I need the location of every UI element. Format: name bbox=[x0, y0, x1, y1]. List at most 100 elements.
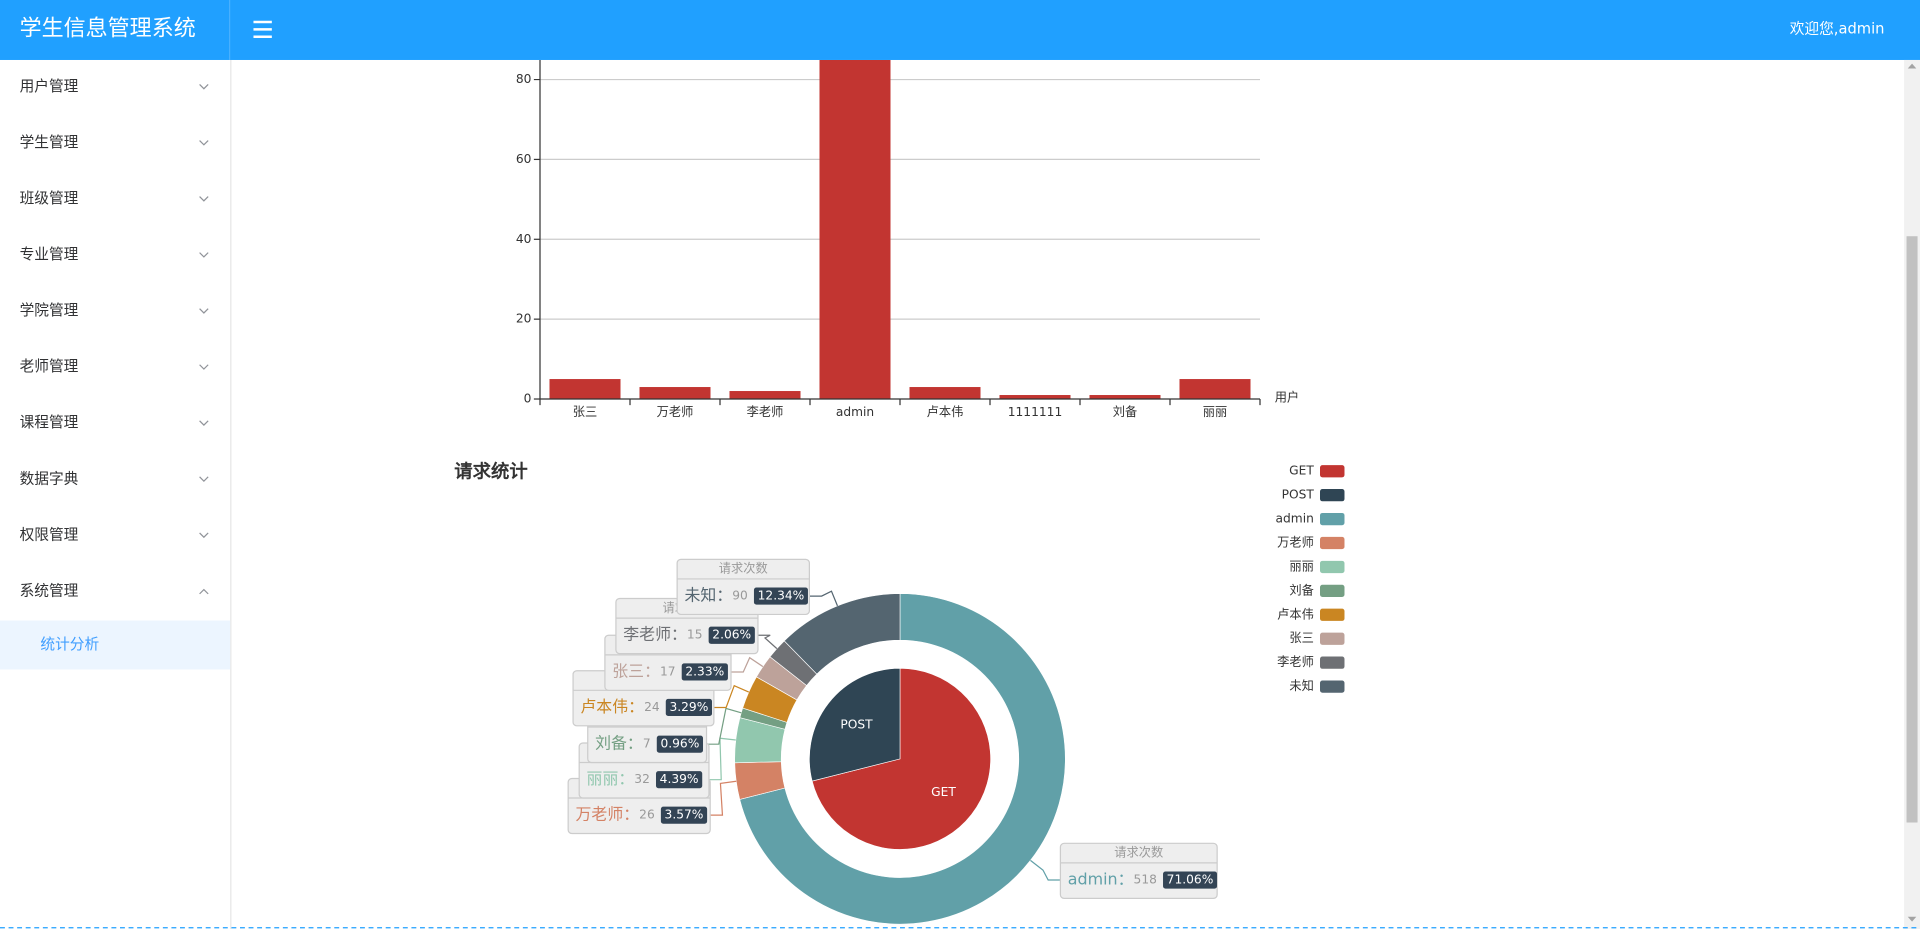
percent-badge bbox=[660, 806, 708, 824]
legend-label[interactable]: GET bbox=[1289, 464, 1314, 478]
label-name: 李老师 bbox=[623, 625, 671, 644]
menu-item[interactable]: 课程管理 bbox=[20, 414, 79, 431]
legend-label[interactable]: 卢本伟 bbox=[1277, 606, 1314, 621]
inner-slice bbox=[809, 667, 901, 782]
bar bbox=[909, 387, 981, 400]
label-name: 张三 bbox=[612, 661, 644, 680]
label-separator-text: ： bbox=[628, 697, 644, 716]
legend-swatch bbox=[1320, 536, 1345, 550]
label-name: 万老师 bbox=[576, 805, 624, 824]
menu-item[interactable]: 专业管理 bbox=[20, 246, 79, 263]
legend-label[interactable]: 李老师 bbox=[1277, 654, 1314, 669]
label-percent: 4.39% bbox=[660, 772, 699, 786]
label-percent: 12.34% bbox=[758, 589, 805, 603]
chevron bbox=[199, 476, 209, 483]
menu-item[interactable]: 老师管理 bbox=[20, 358, 79, 375]
chevron bbox=[199, 252, 209, 258]
bar bbox=[549, 379, 621, 400]
label-percent: 71.06% bbox=[1167, 873, 1214, 887]
percent-badge bbox=[655, 771, 703, 789]
x-tick-label: 丽丽 bbox=[1203, 405, 1227, 419]
menu-item[interactable]: 权限管理 bbox=[20, 526, 79, 543]
inner-slice bbox=[811, 667, 991, 850]
legend-swatch bbox=[1320, 512, 1345, 526]
menu-item[interactable]: 学院管理 bbox=[20, 301, 79, 319]
sidebar bbox=[0, 59, 231, 929]
menu-toggle[interactable] bbox=[253, 20, 272, 38]
x-tick-label: admin bbox=[836, 405, 874, 419]
label-value: 24 bbox=[644, 700, 660, 714]
label-percent: 2.33% bbox=[685, 664, 724, 678]
chevron bbox=[199, 364, 209, 370]
leader-line bbox=[731, 656, 764, 673]
bar bbox=[1179, 379, 1251, 400]
label-separator-text: ： bbox=[627, 734, 643, 753]
legend-label[interactable]: 万老师 bbox=[1277, 536, 1314, 550]
label-name: 丽丽 bbox=[587, 769, 619, 788]
y-tick-label: 80 bbox=[516, 72, 532, 86]
percent-badge bbox=[708, 626, 755, 644]
outer-slice bbox=[783, 593, 901, 675]
percent-badge bbox=[656, 735, 704, 753]
legend-label[interactable]: 刘备 bbox=[1289, 583, 1313, 597]
chevron bbox=[199, 308, 209, 314]
x-tick-label: 1111111 bbox=[1008, 405, 1063, 419]
legend-swatch bbox=[1320, 632, 1345, 645]
menu-item[interactable]: 数据字典 bbox=[20, 470, 79, 487]
legend-label[interactable]: 未知 bbox=[1289, 679, 1313, 693]
label-name: 刘备 bbox=[595, 734, 627, 753]
x-tick-label: 刘备 bbox=[1113, 405, 1137, 419]
menu-item[interactable]: 系统管理 bbox=[20, 582, 79, 599]
inner-label: GET bbox=[931, 785, 956, 799]
leader-line bbox=[1030, 859, 1061, 881]
legend-label[interactable]: admin bbox=[1276, 512, 1314, 526]
label-separator-text: ： bbox=[623, 805, 639, 824]
label-percent: 2.06% bbox=[712, 628, 751, 642]
welcome[interactable]: 欢迎您,admin bbox=[1790, 20, 1885, 37]
chart-title: 请求统计 bbox=[454, 460, 527, 482]
leader-line bbox=[706, 707, 742, 745]
label-percent: 3.57% bbox=[665, 808, 704, 822]
label-separator-text: ： bbox=[644, 661, 660, 680]
scrollbar-thumb[interactable] bbox=[1906, 236, 1918, 823]
inner-label: POST bbox=[840, 718, 873, 732]
scroll-down[interactable] bbox=[1907, 916, 1917, 922]
label-separator-text: ： bbox=[671, 625, 687, 644]
label-value: 15 bbox=[687, 628, 703, 642]
app-title: 学生信息管理系统 bbox=[20, 16, 196, 41]
label-percent: 0.96% bbox=[660, 737, 699, 751]
chevron bbox=[199, 588, 209, 595]
y-tick-label: 20 bbox=[516, 312, 532, 326]
label-name: 卢本伟 bbox=[580, 697, 628, 716]
legend-label[interactable]: POST bbox=[1282, 488, 1315, 502]
legend-swatch bbox=[1320, 465, 1345, 478]
menu-item[interactable]: 用户管理 bbox=[20, 78, 79, 95]
label-header: 请求次数 bbox=[1114, 845, 1163, 860]
label-separator-text: ： bbox=[618, 769, 634, 788]
label-value: 17 bbox=[660, 664, 676, 678]
leader-line bbox=[713, 684, 750, 709]
x-tick-label: 卢本伟 bbox=[927, 404, 964, 419]
content: 020406080100张三万老师李老师admin卢本伟1111111刘备丽丽用… bbox=[454, 59, 1345, 925]
y-tick-label: 0 bbox=[524, 392, 532, 406]
legend-swatch bbox=[1320, 489, 1345, 502]
percent-badge bbox=[665, 698, 713, 717]
leader-line bbox=[710, 780, 737, 816]
menu-item[interactable]: 学生管理 bbox=[20, 134, 79, 151]
label-percent: 3.29% bbox=[669, 700, 708, 714]
label-value: 7 bbox=[643, 737, 651, 751]
legend-swatch bbox=[1320, 584, 1345, 597]
x-tick-label: 张三 bbox=[573, 405, 597, 419]
chevron bbox=[199, 196, 209, 202]
scroll-up[interactable] bbox=[1907, 63, 1917, 69]
x-tick-label: 万老师 bbox=[657, 405, 694, 419]
legend-label[interactable]: 丽丽 bbox=[1289, 559, 1313, 573]
label-value: 26 bbox=[639, 808, 655, 822]
y-tick-label: 60 bbox=[516, 152, 532, 166]
legend-label[interactable]: 张三 bbox=[1289, 631, 1313, 645]
submenu-item[interactable]: 统计分析 bbox=[40, 636, 99, 653]
menu-item[interactable]: 班级管理 bbox=[20, 190, 79, 207]
leader-line bbox=[757, 634, 778, 650]
chevron bbox=[199, 140, 209, 146]
label-separator-text: ： bbox=[716, 586, 732, 605]
